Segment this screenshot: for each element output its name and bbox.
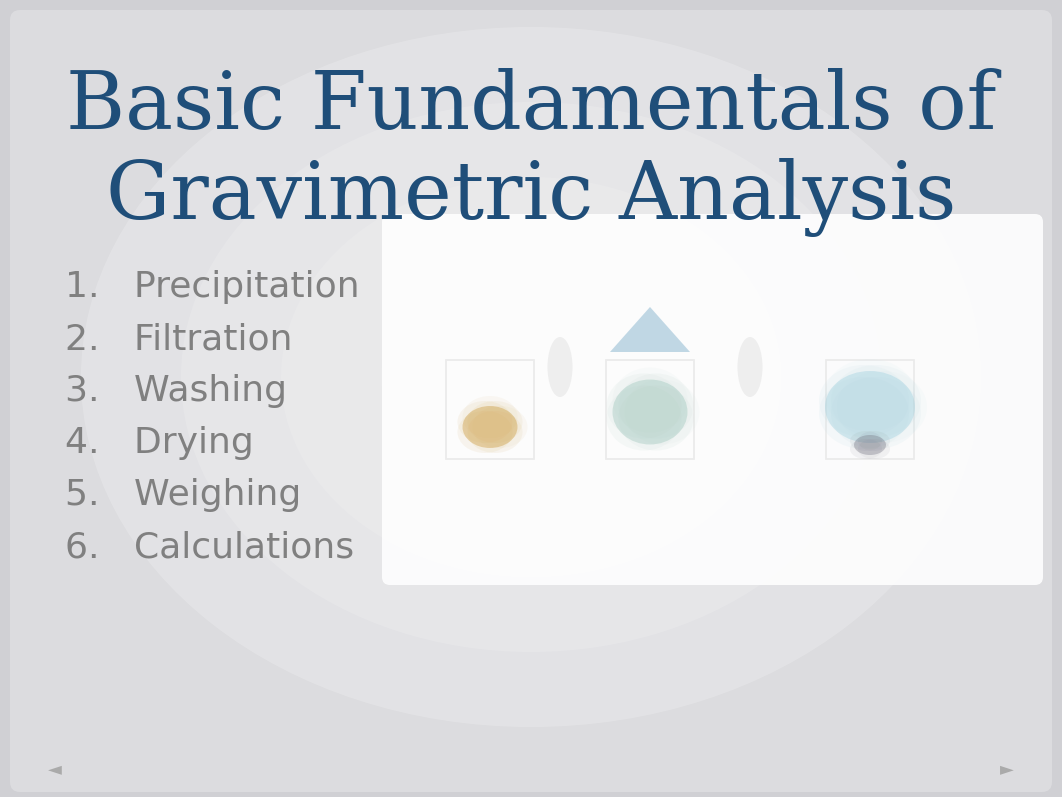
Ellipse shape bbox=[181, 102, 881, 652]
Ellipse shape bbox=[819, 365, 909, 437]
Ellipse shape bbox=[462, 396, 517, 438]
Ellipse shape bbox=[819, 377, 909, 449]
Ellipse shape bbox=[850, 439, 883, 459]
Ellipse shape bbox=[858, 431, 890, 451]
Text: 3.   Washing: 3. Washing bbox=[65, 374, 287, 408]
Text: Basic Fundamentals of: Basic Fundamentals of bbox=[66, 68, 996, 146]
Ellipse shape bbox=[467, 401, 523, 443]
Ellipse shape bbox=[613, 379, 687, 445]
Text: 4.   Drying: 4. Drying bbox=[65, 426, 254, 460]
Text: 5.   Weighing: 5. Weighing bbox=[65, 478, 302, 512]
Text: 6.   Calculations: 6. Calculations bbox=[65, 530, 354, 564]
Ellipse shape bbox=[830, 365, 921, 437]
Polygon shape bbox=[610, 307, 690, 352]
Ellipse shape bbox=[737, 337, 763, 397]
Text: 2.   Filtration: 2. Filtration bbox=[65, 322, 292, 356]
Text: 1.   Precipitation: 1. Precipitation bbox=[65, 270, 360, 304]
Ellipse shape bbox=[467, 411, 523, 453]
Ellipse shape bbox=[606, 386, 682, 450]
Ellipse shape bbox=[618, 386, 693, 450]
Text: Gravimetric Analysis: Gravimetric Analysis bbox=[106, 158, 956, 237]
Ellipse shape bbox=[386, 217, 1035, 577]
Ellipse shape bbox=[830, 377, 921, 449]
Ellipse shape bbox=[854, 435, 886, 455]
Ellipse shape bbox=[473, 406, 528, 448]
Ellipse shape bbox=[606, 374, 682, 438]
Ellipse shape bbox=[458, 401, 513, 443]
Ellipse shape bbox=[825, 371, 915, 443]
FancyBboxPatch shape bbox=[382, 214, 1043, 585]
Ellipse shape bbox=[381, 252, 681, 502]
Ellipse shape bbox=[386, 217, 1035, 577]
Ellipse shape bbox=[281, 177, 781, 577]
FancyBboxPatch shape bbox=[10, 10, 1052, 792]
Ellipse shape bbox=[462, 406, 517, 448]
Ellipse shape bbox=[81, 27, 981, 727]
Text: ◄: ◄ bbox=[48, 760, 62, 778]
Ellipse shape bbox=[850, 431, 883, 451]
Ellipse shape bbox=[548, 337, 572, 397]
Text: ►: ► bbox=[1000, 760, 1014, 778]
Ellipse shape bbox=[386, 217, 1035, 577]
Ellipse shape bbox=[618, 374, 693, 438]
Ellipse shape bbox=[458, 411, 513, 453]
Ellipse shape bbox=[858, 439, 890, 459]
